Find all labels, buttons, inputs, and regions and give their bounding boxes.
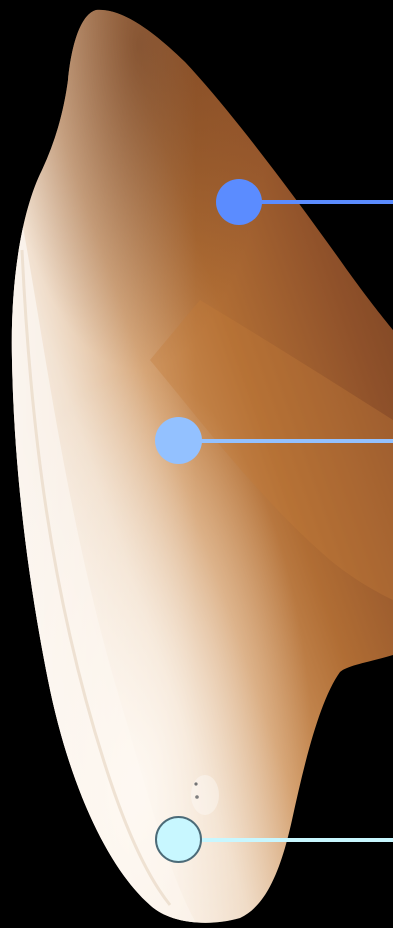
marker-middle[interactable]: [155, 417, 202, 464]
surface-marks: [191, 775, 219, 815]
marker-bottom-leader-line: [178, 838, 393, 842]
marker-bottom[interactable]: [155, 816, 202, 863]
marker-middle-leader-line: [178, 439, 393, 443]
marker-top[interactable]: [216, 179, 262, 225]
